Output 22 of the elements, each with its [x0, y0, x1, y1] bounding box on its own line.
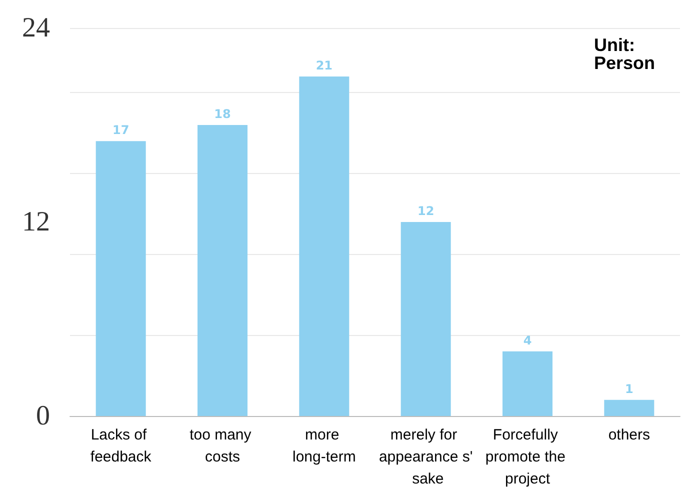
x-tick-label: more long-term: [292, 426, 356, 466]
x-tick-label: Forcefully promote the project: [485, 426, 570, 488]
annotation: Unit: Person: [594, 35, 656, 73]
bar: [400, 222, 451, 416]
bar: [604, 400, 654, 416]
bar: [198, 125, 248, 416]
data-label: 4: [523, 333, 532, 348]
bar: [502, 351, 552, 416]
y-tick-label: 12: [22, 206, 50, 238]
x-tick-label: others: [608, 426, 650, 444]
x-tick-label: merely for appearance s' sake: [378, 426, 473, 488]
data-label: 1: [624, 382, 634, 396]
y-tick-label: 0: [36, 400, 50, 432]
y-tick-label: 24: [22, 12, 50, 44]
data-label: 18: [214, 107, 231, 121]
data-label: 21: [316, 58, 333, 72]
data-label: 17: [112, 123, 130, 138]
bar: [299, 76, 350, 416]
bar: [96, 141, 146, 416]
x-tick-label: Lacks of feedback: [90, 426, 152, 466]
x-tick-label: too many costs: [190, 426, 256, 466]
data-label: 12: [417, 204, 434, 218]
